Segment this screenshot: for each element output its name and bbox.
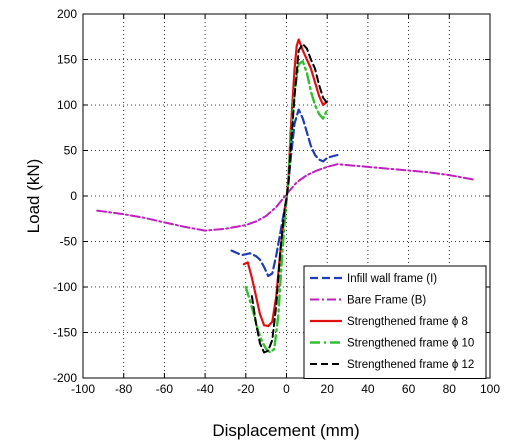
x-tick-label: 100	[480, 382, 500, 396]
legend-label-2: Bare Frame (B)	[347, 295, 426, 307]
x-tick-label: 40	[361, 382, 375, 396]
y-tick-label: 0	[70, 189, 77, 203]
x-tick-label: -80	[115, 382, 133, 396]
y-axis-label: Load (kN)	[24, 159, 43, 234]
y-tick-label: -200	[53, 371, 77, 385]
legend: Infill wall frame (I) Bare Frame (B) Stren…	[303, 265, 487, 379]
x-tick-label: -40	[196, 382, 214, 396]
y-tick-label: 100	[57, 98, 77, 112]
y-tick-label: 150	[57, 53, 77, 67]
x-tick-label: -20	[237, 382, 255, 396]
y-tick-label: -150	[53, 326, 77, 340]
x-tick-label: -60	[156, 382, 174, 396]
series-line-2	[96, 163, 475, 232]
x-tick-label: -100	[71, 382, 95, 396]
x-tick-label: 80	[443, 382, 457, 396]
grid-layer	[83, 14, 490, 378]
x-axis-label: Displacement (mm)	[212, 421, 359, 440]
legend-label-4: Strengthened frame ϕ 10	[347, 338, 474, 350]
x-tick-label: 60	[402, 382, 416, 396]
series-line-5	[250, 43, 329, 354]
y-tick-label: -100	[53, 280, 77, 294]
y-tick-label: -50	[60, 235, 78, 249]
legend-label-1: Infill wall frame (I)	[347, 273, 437, 285]
legend-label-3: Strengthened frame ϕ 8	[347, 316, 468, 328]
series-layer	[96, 38, 475, 354]
legend-box	[303, 265, 487, 379]
axes-layer: -100 -80 -60 -40 -20 0 20 40 60 80 100-200-150-100…	[53, 7, 500, 396]
y-tick-label: 50	[64, 144, 78, 158]
x-tick-label: 0	[283, 382, 290, 396]
y-tick-label: 200	[57, 7, 77, 21]
legend-label-5: Strengthened frame ϕ 12	[347, 359, 474, 371]
x-tick-label: 20	[321, 382, 335, 396]
